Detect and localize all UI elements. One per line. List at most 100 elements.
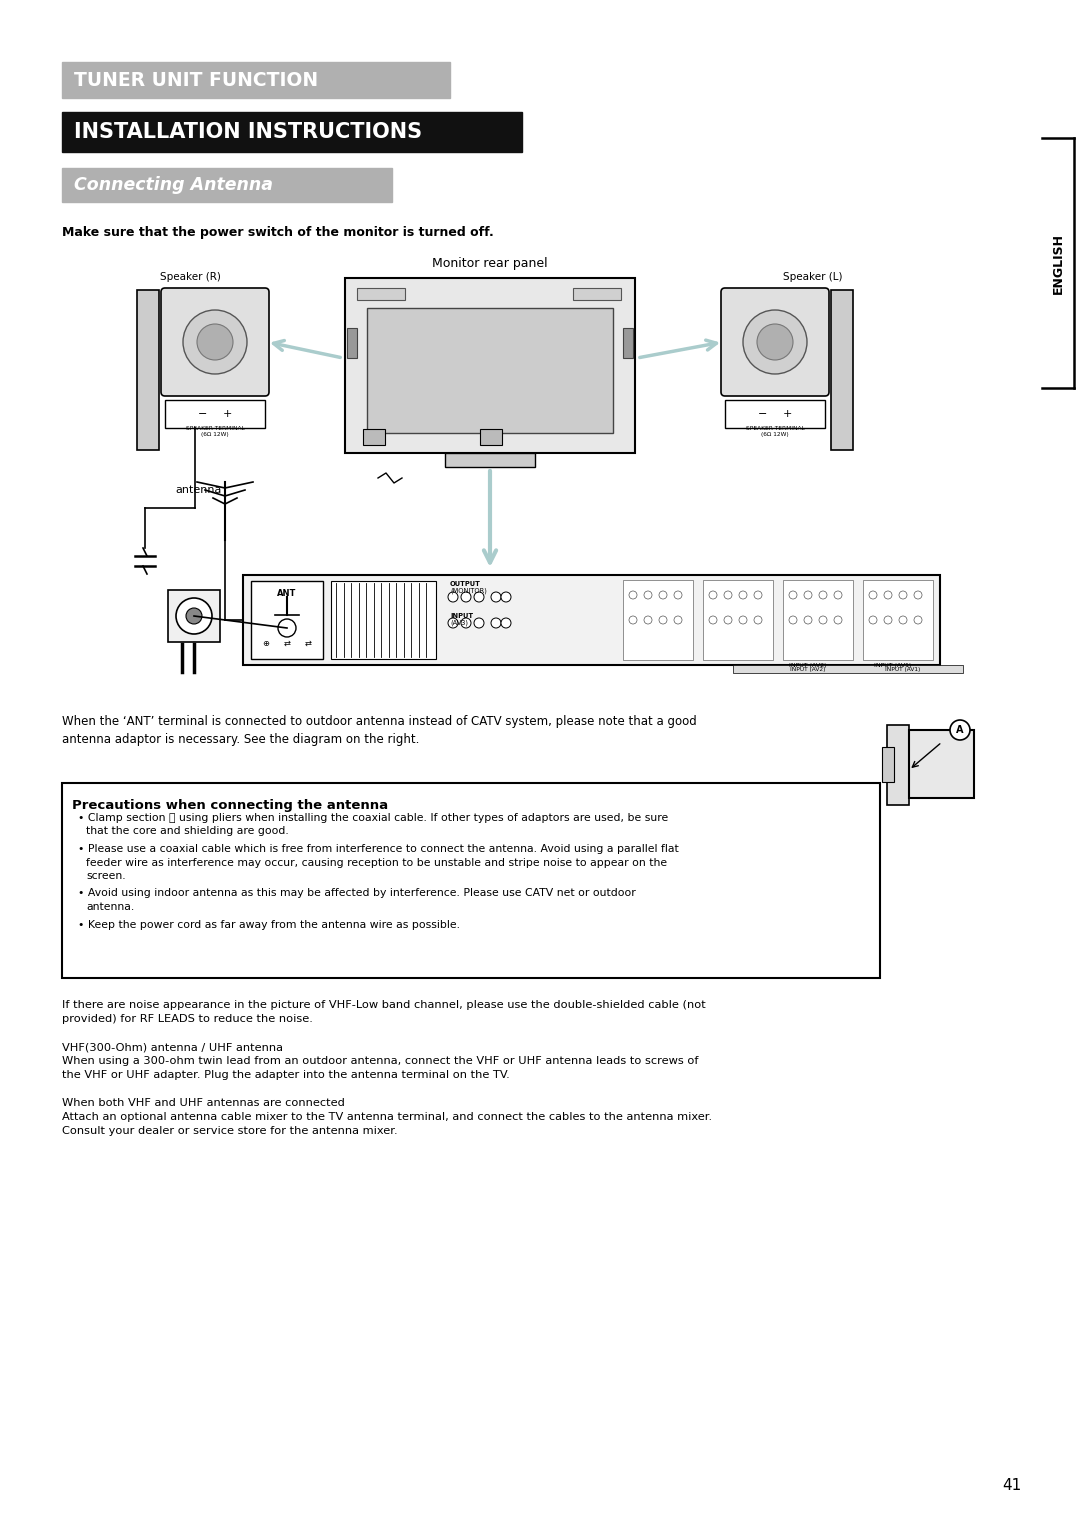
Text: (AV3): (AV3) [450, 619, 468, 625]
Text: Connecting Antenna: Connecting Antenna [75, 176, 273, 194]
Bar [623, 329, 633, 358]
Circle shape [659, 591, 667, 599]
Text: screen.: screen. [86, 871, 125, 882]
Bar [62, 782, 880, 978]
Circle shape [474, 617, 484, 628]
Circle shape [278, 619, 296, 637]
Circle shape [739, 591, 747, 599]
Circle shape [659, 616, 667, 623]
Text: ENGLISH: ENGLISH [1052, 232, 1065, 293]
Circle shape [950, 720, 970, 740]
Bar [480, 429, 502, 445]
Bar [573, 287, 621, 299]
Circle shape [491, 591, 501, 602]
Bar [243, 575, 940, 665]
Circle shape [914, 616, 922, 623]
Text: +: + [222, 410, 232, 419]
Circle shape [754, 591, 762, 599]
Circle shape [869, 591, 877, 599]
Bar [882, 747, 894, 782]
FancyBboxPatch shape [161, 287, 269, 396]
Text: VHF(300-Ohm) antenna / UHF antenna: VHF(300-Ohm) antenna / UHF antenna [62, 1042, 283, 1051]
Bar [623, 581, 693, 660]
Bar [347, 329, 357, 358]
Bar [863, 581, 933, 660]
Circle shape [804, 616, 812, 623]
Text: ANT: ANT [278, 588, 297, 597]
Circle shape [491, 617, 501, 628]
Circle shape [819, 616, 827, 623]
Bar [725, 400, 825, 428]
Circle shape [183, 310, 247, 374]
Circle shape [708, 616, 717, 623]
Text: −: − [758, 410, 768, 419]
Bar [445, 452, 535, 468]
Text: antenna: antenna [175, 484, 221, 495]
Circle shape [757, 324, 793, 361]
Circle shape [674, 591, 681, 599]
Bar [831, 290, 853, 451]
Text: (6Ω 12W): (6Ω 12W) [761, 432, 788, 437]
Text: • Clamp section Ⓐ using pliers when installing the coaxial cable. If other types: • Clamp section Ⓐ using pliers when inst… [78, 813, 669, 824]
Circle shape [501, 591, 511, 602]
Text: ⊕: ⊕ [262, 639, 270, 648]
Text: that the core and shielding are good.: that the core and shielding are good. [86, 827, 288, 836]
Text: INSTALLATION INSTRUCTIONS: INSTALLATION INSTRUCTIONS [75, 122, 422, 142]
Circle shape [644, 616, 652, 623]
Circle shape [914, 591, 922, 599]
Bar [330, 581, 436, 659]
Text: INPUT: INPUT [450, 613, 473, 619]
Text: When both VHF and UHF antennas are connected: When both VHF and UHF antennas are conne… [62, 1099, 345, 1108]
Bar [733, 665, 963, 672]
Circle shape [834, 591, 842, 599]
Circle shape [448, 617, 458, 628]
Text: • Keep the power cord as far away from the antenna wire as possible.: • Keep the power cord as far away from t… [78, 920, 460, 929]
Circle shape [474, 591, 484, 602]
Circle shape [804, 591, 812, 599]
Text: Monitor rear panel: Monitor rear panel [432, 257, 548, 270]
Text: feeder wire as interference may occur, causing reception to be unstable and stri: feeder wire as interference may occur, c… [86, 857, 667, 868]
Text: Make sure that the power switch of the monitor is turned off.: Make sure that the power switch of the m… [62, 226, 494, 238]
Bar [168, 590, 220, 642]
Text: (6Ω 12W): (6Ω 12W) [201, 432, 229, 437]
Bar [367, 309, 613, 432]
Bar [887, 724, 909, 805]
Text: Speaker (R): Speaker (R) [160, 272, 221, 283]
Circle shape [899, 616, 907, 623]
Circle shape [724, 616, 732, 623]
Text: ⇄: ⇄ [305, 639, 311, 648]
Bar [345, 278, 635, 452]
Bar [783, 581, 853, 660]
Text: (MONITOR): (MONITOR) [450, 587, 487, 593]
Text: A: A [956, 724, 963, 735]
Circle shape [186, 608, 202, 623]
Bar [165, 400, 265, 428]
Text: When the ‘ANT’ terminal is connected to outdoor antenna instead of CATV system, : When the ‘ANT’ terminal is connected to … [62, 715, 697, 747]
Circle shape [789, 591, 797, 599]
Bar [62, 112, 522, 151]
Text: If there are noise appearance in the picture of VHF-Low band channel, please use: If there are noise appearance in the pic… [62, 999, 705, 1024]
Text: −: − [199, 410, 207, 419]
Circle shape [885, 591, 892, 599]
Text: • Avoid using indoor antenna as this may be affected by interference. Please use: • Avoid using indoor antenna as this may… [78, 888, 636, 898]
Circle shape [448, 591, 458, 602]
Circle shape [501, 617, 511, 628]
Circle shape [754, 616, 762, 623]
Circle shape [834, 616, 842, 623]
Text: TUNER UNIT FUNCTION: TUNER UNIT FUNCTION [75, 70, 319, 90]
Text: OUTPUT: OUTPUT [450, 581, 481, 587]
Bar [1042, 138, 1074, 388]
Text: +: + [782, 410, 792, 419]
Circle shape [899, 591, 907, 599]
Text: INPUT (AV2): INPUT (AV2) [791, 668, 826, 672]
Bar [251, 581, 323, 659]
Circle shape [869, 616, 877, 623]
Circle shape [629, 616, 637, 623]
Circle shape [176, 597, 212, 634]
FancyBboxPatch shape [721, 287, 829, 396]
Circle shape [197, 324, 233, 361]
Text: SPEAKER TERMINAL: SPEAKER TERMINAL [186, 426, 244, 431]
Text: • Please use a coaxial cable which is free from interference to connect the ante: • Please use a coaxial cable which is fr… [78, 843, 678, 854]
Circle shape [743, 310, 807, 374]
Bar [703, 581, 773, 660]
